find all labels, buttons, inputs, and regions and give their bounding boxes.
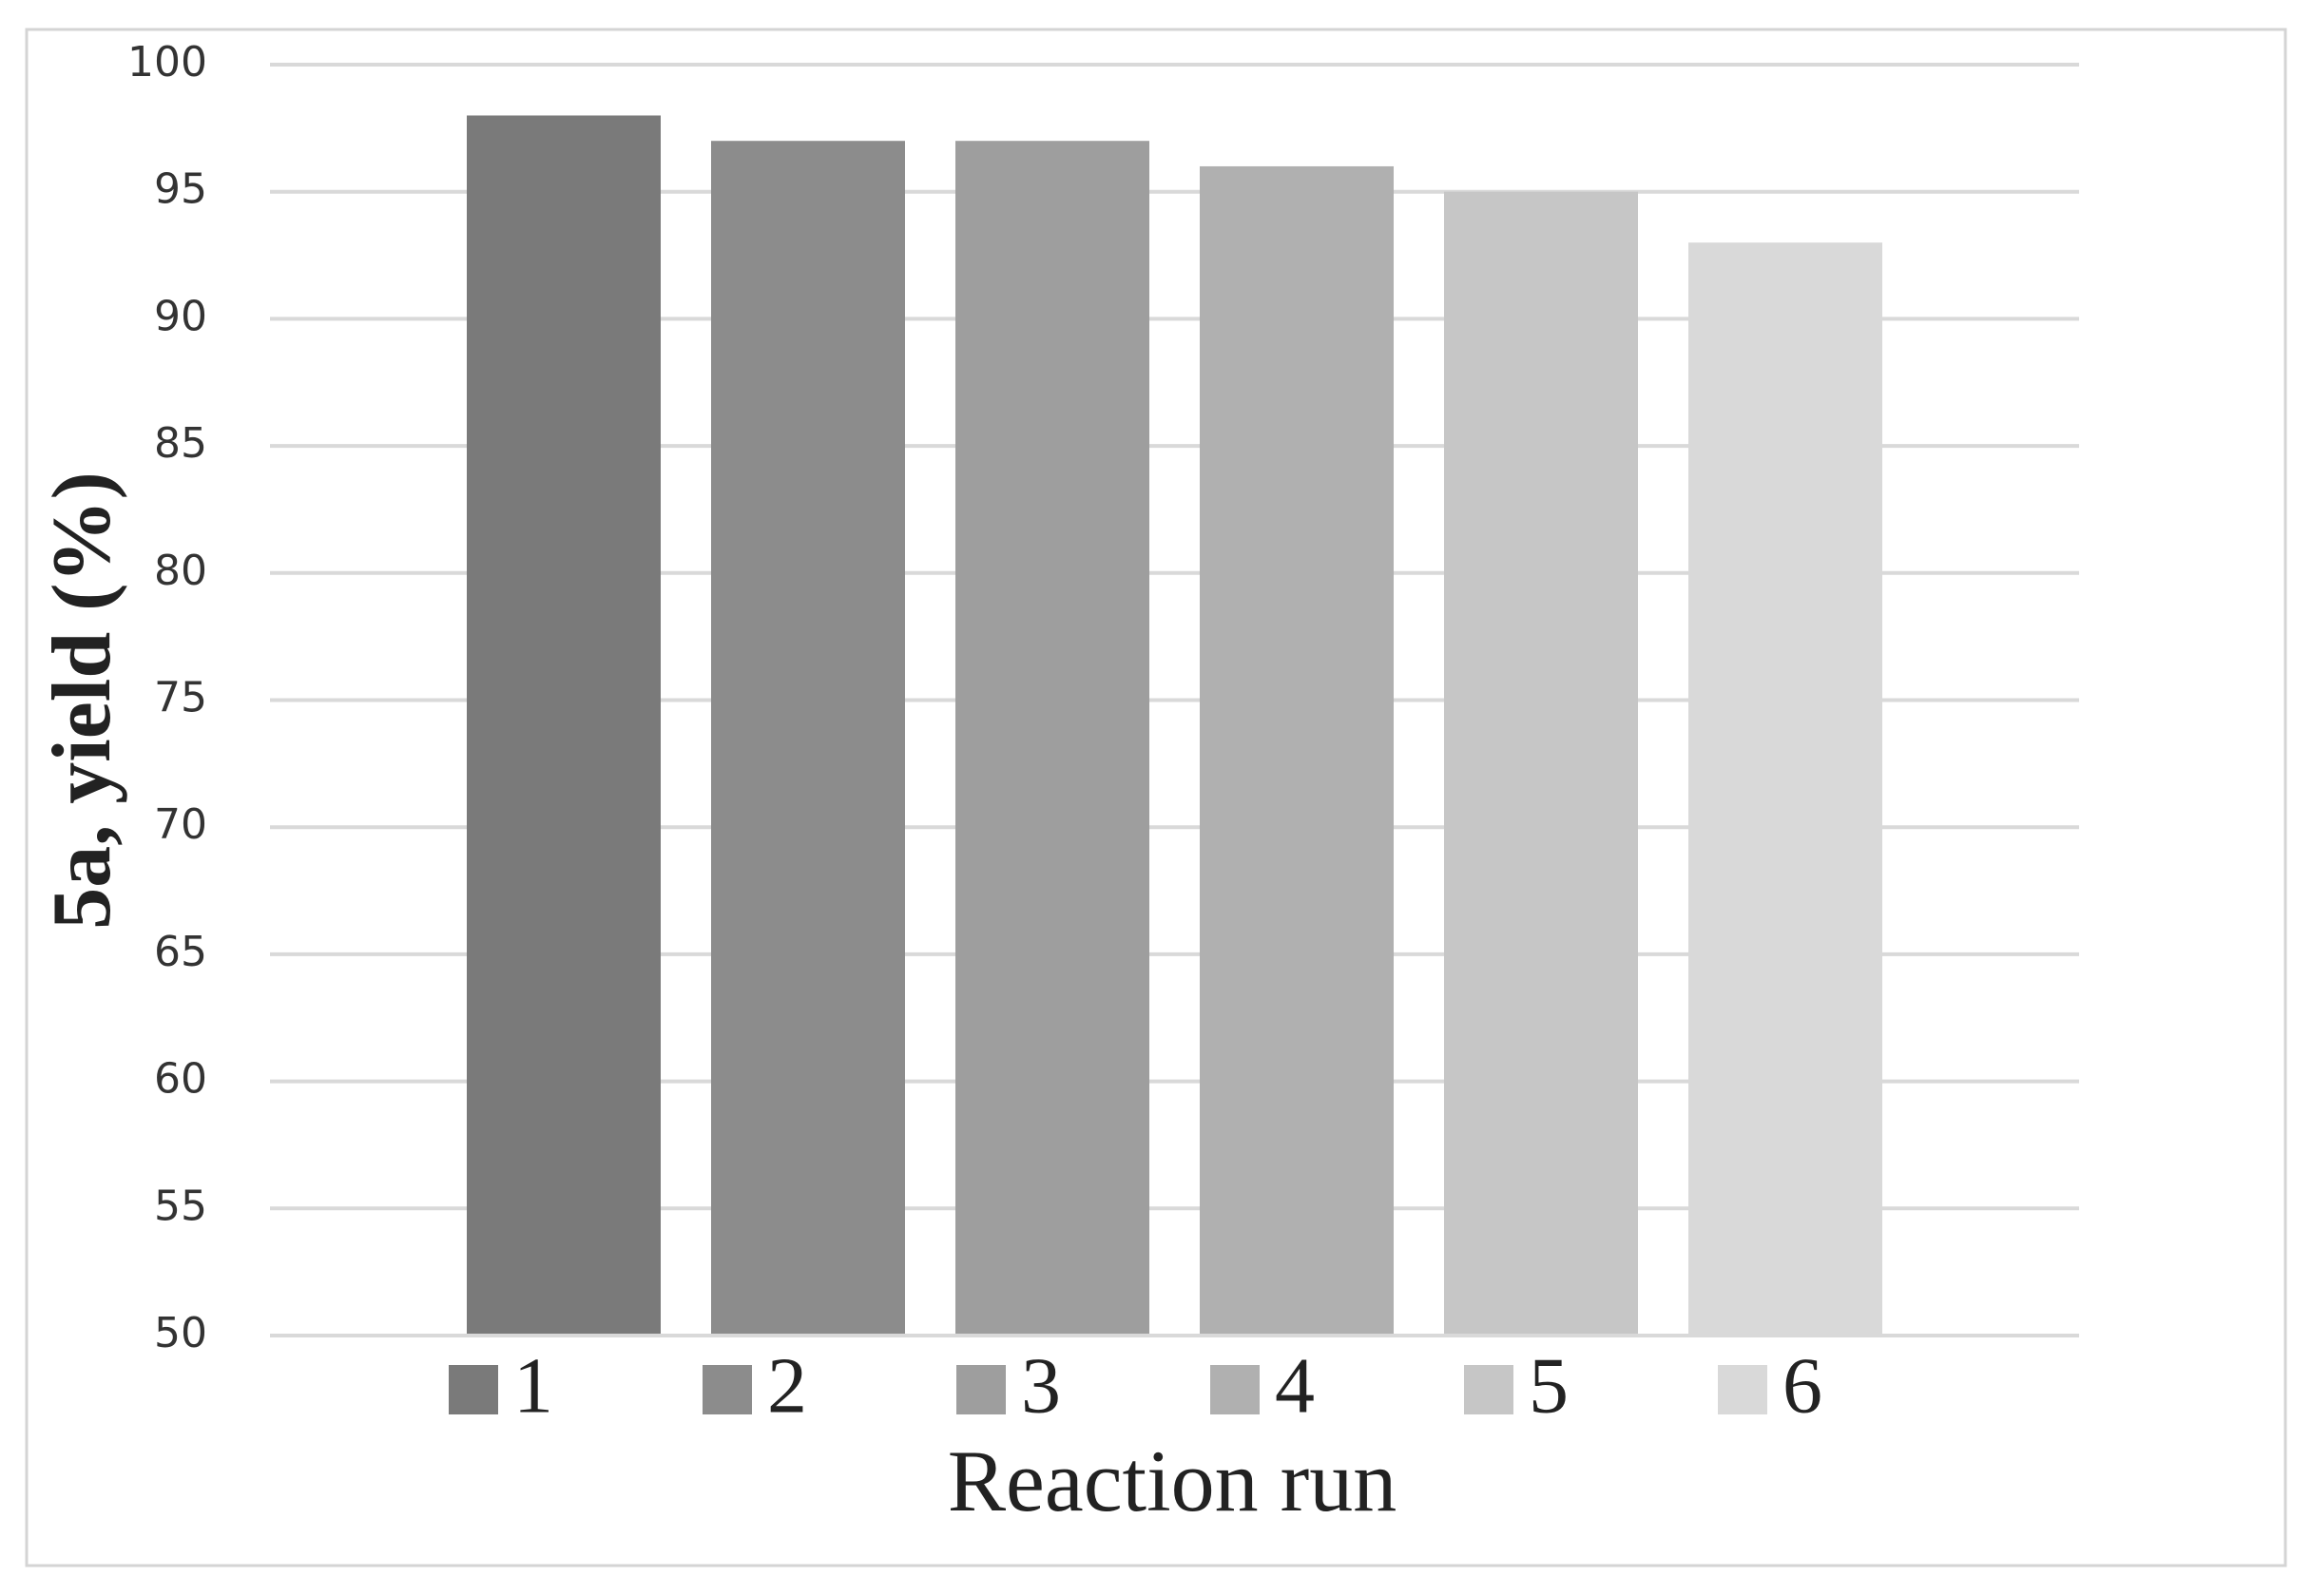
- bar: [955, 141, 1149, 1336]
- y-tick-label: 60: [154, 1055, 207, 1104]
- legend-label: 3: [1021, 1341, 1061, 1430]
- y-tick-label: 80: [154, 547, 207, 595]
- legend-label: 5: [1529, 1341, 1569, 1430]
- legend-label: 6: [1782, 1341, 1822, 1430]
- legend-swatch: [956, 1365, 1006, 1414]
- legend-swatch: [1464, 1365, 1513, 1414]
- bar: [1688, 242, 1882, 1336]
- bar: [1444, 191, 1638, 1336]
- bar: [1200, 165, 1394, 1336]
- y-tick-label: 65: [154, 928, 207, 976]
- y-tick-label: 85: [154, 419, 207, 468]
- y-tick-label: 95: [154, 165, 207, 214]
- legend-swatch: [449, 1365, 498, 1414]
- legend-swatch: [1718, 1365, 1767, 1414]
- legend-swatch: [703, 1365, 752, 1414]
- legend-label: 2: [767, 1341, 807, 1430]
- y-tick-label: 75: [154, 674, 207, 722]
- x-axis-label: Reaction run: [948, 1433, 1397, 1529]
- y-axis-label: 5a, yield (%): [36, 471, 128, 930]
- legend-swatch: [1210, 1365, 1260, 1414]
- bar: [711, 141, 905, 1336]
- y-tick-label: 50: [154, 1309, 207, 1357]
- legend-label: 1: [513, 1341, 553, 1430]
- chart-border: [25, 28, 2287, 1567]
- bar: [467, 115, 661, 1336]
- y-tick-label: 90: [154, 292, 207, 340]
- legend-label: 4: [1275, 1341, 1315, 1430]
- y-tick-label: 55: [154, 1182, 207, 1230]
- y-tick-label: 70: [154, 800, 207, 849]
- y-tick-label: 100: [127, 38, 207, 87]
